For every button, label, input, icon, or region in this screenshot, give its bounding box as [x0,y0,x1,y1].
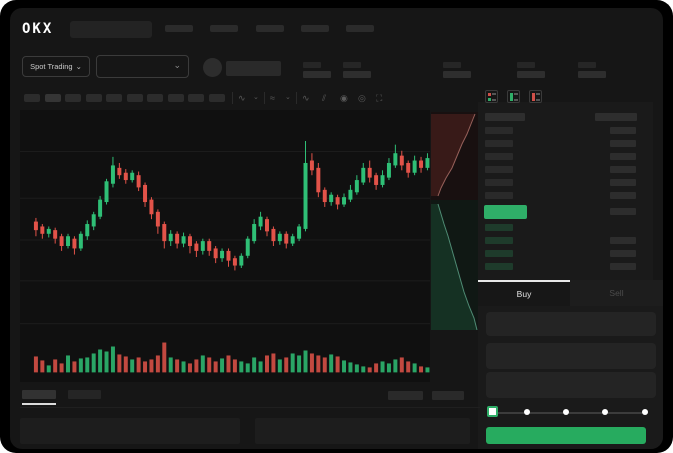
chevron-down-icon: ⌄ [75,62,82,71]
bottom-tab-orders[interactable] [22,390,56,399]
chevron-down-icon[interactable]: ⌄ [253,94,259,101]
toolbar-divider [296,92,297,104]
orderbook-amount-bar [610,208,636,215]
ticker-stat [443,61,473,78]
amount-slider[interactable] [490,412,648,414]
fullscreen-icon[interactable]: ⛶ [376,93,383,103]
tab-buy[interactable]: Buy [478,280,570,306]
bottom-divider [20,407,480,408]
orderbook-view-bids-icon[interactable] [507,90,520,103]
timeframe-button[interactable] [106,94,122,102]
ticker-stat [517,61,547,78]
timeframe-button[interactable] [45,94,61,102]
timeframe-button[interactable] [209,94,225,102]
nav-item[interactable] [301,25,329,32]
line-style-icon[interactable]: ∿ [302,93,310,103]
bottom-action-button[interactable] [432,391,464,400]
pair-coin-avatar [203,58,222,77]
price-chart [20,110,430,382]
slider-stop-100[interactable] [642,409,648,415]
slider-stop-75[interactable] [602,409,608,415]
timeframe-button[interactable] [65,94,81,102]
indicator-line-icon[interactable]: ∿ [238,93,246,103]
nav-item[interactable] [346,25,374,32]
toolbar-divider [264,92,265,104]
depth-chart [431,112,482,331]
orderbook-view-both-icon[interactable] [485,90,498,103]
slider-handle[interactable] [487,406,498,417]
market-type-label: Spot Trading [30,62,73,71]
orders-table-placeholder [255,418,470,444]
orders-table-placeholder [20,418,240,444]
toolbar-divider [232,92,233,104]
amount-input[interactable] [486,343,656,369]
ticker-stat [343,61,373,78]
timeframe-button[interactable] [86,94,102,102]
pair-selector-dropdown[interactable]: ⌄ [96,55,189,78]
search-bar[interactable] [70,21,152,38]
camera-icon[interactable]: ◉ [340,93,348,103]
pair-name-placeholder [226,61,281,76]
orderbook-amount-header [595,113,637,121]
bottom-action-button[interactable] [388,391,423,400]
chevron-down-icon: ⌄ [173,60,181,70]
nav-item[interactable] [256,25,284,32]
tab-buy-label: Buy [516,289,532,299]
slider-stop-25[interactable] [524,409,530,415]
nav-item[interactable] [210,25,238,32]
timeframe-button[interactable] [147,94,163,102]
nav-item[interactable] [165,25,193,32]
candlestick-chart [20,140,430,373]
settings-icon[interactable]: ◎ [358,93,366,103]
ticker-stat [578,61,608,78]
compare-icon[interactable]: ⫽ [322,93,327,103]
depth-chart-svg [431,112,482,331]
tab-sell[interactable]: Sell [570,280,663,306]
timeframe-button[interactable] [127,94,143,102]
timeframe-button[interactable] [24,94,40,102]
chevron-down-icon[interactable]: ⌄ [285,94,291,101]
timeframe-button[interactable] [188,94,204,102]
orderbook-price-header [485,113,525,121]
slider-stop-50[interactable] [563,409,569,415]
orderbook-view-asks-icon[interactable] [529,90,542,103]
ticker-stat [303,61,333,78]
timeframe-button[interactable] [168,94,184,102]
chart-style-icon[interactable]: ≈ [270,93,275,103]
last-price-highlight[interactable] [484,205,527,219]
okx-logo[interactable]: OKX [22,21,54,37]
app-window: OKX Spot Trading ⌄ ⌄ ∿ ⌄ ≈ ⌄ ∿ ⫽ ◉ ◎ ⛶ [10,8,663,449]
bottom-tab-active-underline [22,403,56,405]
buy-submit-button[interactable] [486,427,646,444]
tab-sell-label: Sell [609,288,624,298]
market-type-dropdown[interactable]: Spot Trading ⌄ [22,56,90,77]
total-input[interactable] [486,372,656,398]
price-input[interactable] [486,312,656,336]
bottom-tab-history[interactable] [68,390,101,399]
